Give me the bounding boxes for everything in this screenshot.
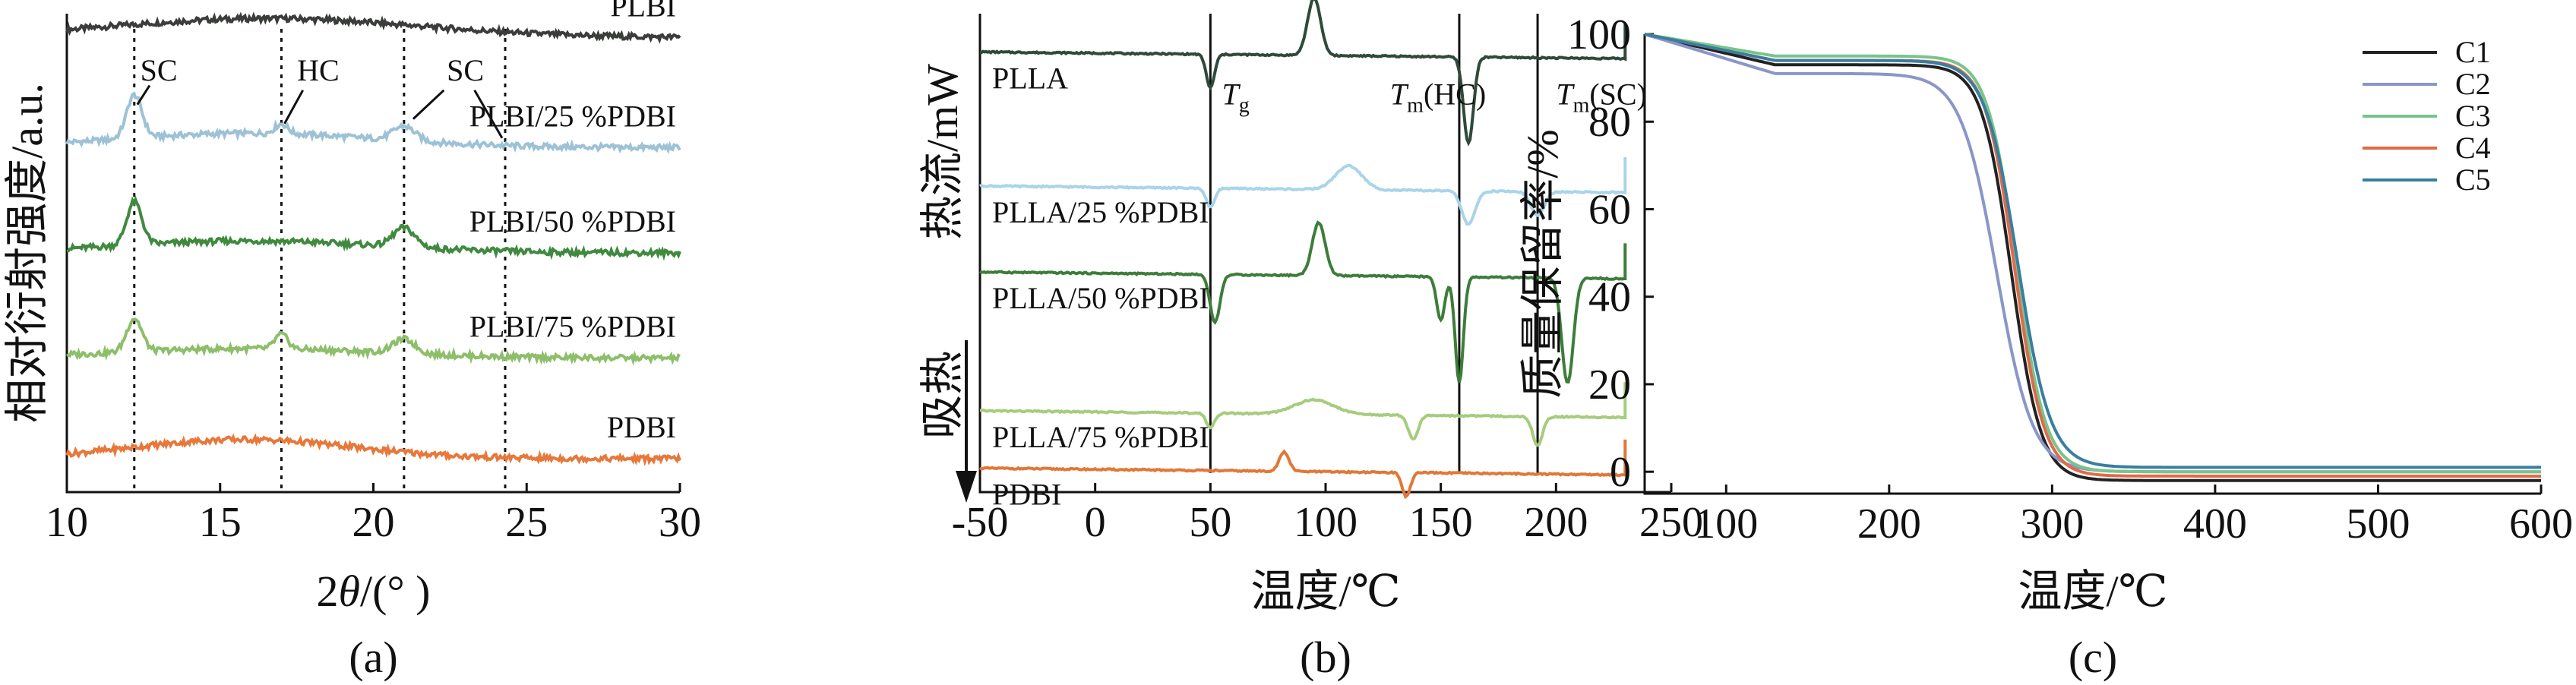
annotation-arrow [412, 89, 445, 120]
x-tick-label: 25 [505, 499, 548, 546]
annotation-label: HC [297, 53, 340, 87]
series-line [65, 433, 681, 467]
panel-a: 10 15 20 25 30 PLBI PLBI/25 %PDBI PLBI/50 %PDBI… [2, 0, 701, 682]
series-label: PLBI/75 %PDBI [469, 310, 676, 344]
x-tick-label: 500 [2346, 500, 2410, 548]
panel-caption: (c) [2069, 633, 2117, 682]
series-line [1644, 33, 2541, 482]
annotation-arrow [136, 84, 151, 106]
legend-label: C3 [2455, 99, 2491, 133]
x-tick-label: 10 [46, 499, 88, 546]
endothermic-arrow-head [956, 471, 977, 503]
annotation-tail: (SC) [1589, 77, 1647, 112]
x-tick-label: 20 [352, 499, 395, 546]
series-line [65, 317, 681, 366]
x-tick-label: 150 [1409, 499, 1473, 546]
annotation-label: SC [141, 53, 178, 87]
series-label: PDBI [992, 478, 1061, 512]
series-line [65, 11, 681, 44]
legend-label: C4 [2455, 131, 2491, 165]
annotation-subscript: m [1407, 94, 1424, 118]
panel-c: 100 200 300 400 500 600 0 20 40 60 80 100 C1C2C3C4C5… [1518, 11, 2573, 682]
annotation-tail: (HC) [1424, 77, 1486, 112]
series-line [978, 157, 1627, 226]
y-axis-label: 热流/mW [918, 64, 967, 240]
y-tick-label: 20 [1588, 361, 1631, 409]
y-axis-label: 质量保留率/% [1518, 129, 1567, 398]
x-axis-label: 温度/℃ [2018, 567, 2168, 616]
series-line [1644, 33, 2541, 474]
series-label: PLBI/50 %PDBI [469, 204, 676, 238]
x-tick-label: 200 [1524, 499, 1588, 546]
x-axis-label: 温度/℃ [1251, 567, 1401, 616]
series-line [979, 0, 1627, 147]
x-tick-label: 100 [1294, 499, 1358, 546]
annotation-main: T [1556, 77, 1575, 112]
x-axis-label-suffix: /(° ) [360, 567, 430, 616]
x-axis-label-prefix: 2 [317, 567, 339, 616]
x-tick-label: 100 [1694, 500, 1758, 548]
series-line [1644, 33, 2541, 474]
y-tick-label: 80 [1588, 99, 1631, 146]
x-tick-label: 15 [199, 499, 242, 546]
x-axis-label-symbol: θ [339, 567, 361, 616]
annotation-label: SC [447, 53, 484, 87]
annotation-subscript: m [1573, 94, 1590, 118]
annotation-main: T [1222, 77, 1241, 112]
x-tick-label: 50 [1189, 499, 1231, 546]
series-line [66, 195, 681, 261]
annotation-main: T [1390, 77, 1409, 112]
series-label: PLLA/50 %PDBI [992, 281, 1209, 315]
series-line [978, 220, 1627, 384]
series-label: PLLA/75 %PDBI [992, 420, 1209, 454]
series-line [1644, 33, 2541, 478]
endothermic-label: 吸热 [918, 351, 967, 439]
series-line [1644, 33, 2541, 469]
y-tick-label: 100 [1567, 11, 1631, 58]
series-label: PLBI/25 %PDBI [469, 99, 676, 133]
x-tick-label: 250 [1639, 499, 1703, 546]
reference-annotation: Tm(HC) [1390, 77, 1486, 118]
x-tick-label: -50 [952, 499, 1009, 546]
series-label: PLLA/25 %PDBI [992, 195, 1209, 229]
panel-caption: (b) [1300, 633, 1351, 682]
series-line [65, 91, 681, 155]
y-tick-label: 60 [1588, 186, 1631, 233]
series-label: PLBI [610, 0, 676, 24]
axes-frame [1643, 34, 2541, 495]
series-label: PDBI [607, 410, 676, 444]
legend-label: C2 [2455, 67, 2491, 101]
annotation-subscript: g [1239, 94, 1250, 118]
y-axis-label: 相对衍射强度/a.u. [2, 83, 52, 423]
x-tick-label: 200 [1857, 500, 1921, 548]
x-tick-label: 300 [2020, 500, 2084, 548]
annotation-arrow [473, 90, 504, 139]
x-tick-label: 30 [659, 499, 701, 546]
y-tick-label: 40 [1588, 274, 1631, 321]
annotation-arrow [283, 90, 305, 125]
legend-label: C5 [2455, 163, 2491, 197]
x-tick-label: 400 [2183, 500, 2247, 548]
y-tick-label: 0 [1610, 449, 1631, 496]
reference-annotation: Tm(SC) [1556, 77, 1647, 118]
x-tick-label: 0 [1085, 499, 1106, 546]
panel-caption: (a) [349, 633, 397, 682]
series-label: PLLA [992, 61, 1068, 95]
series-line [978, 439, 1627, 500]
x-axis-label: 2θ/(° ) [317, 567, 431, 616]
x-tick-label: 600 [2509, 500, 2573, 548]
series-line [979, 382, 1627, 447]
reference-annotation: Tg [1222, 77, 1250, 118]
legend-label: C1 [2455, 35, 2491, 69]
